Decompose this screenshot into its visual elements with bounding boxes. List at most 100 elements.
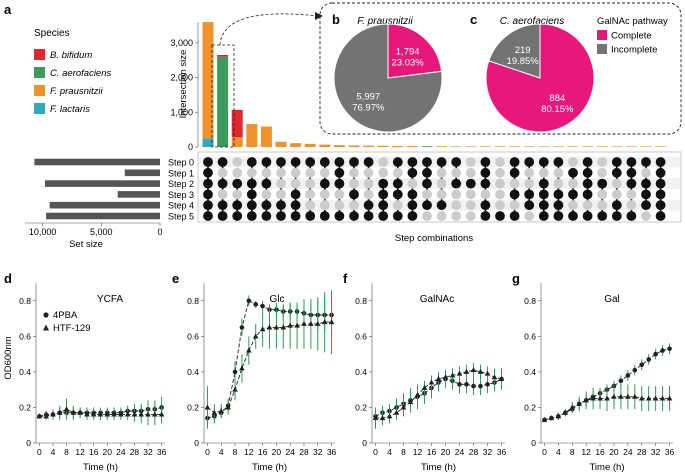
growth-title-0: YCFA [97, 294, 123, 305]
growth-title-1: Glc [270, 294, 285, 305]
set-bar-0 [34, 158, 160, 166]
gx-tick-label-3-0: 0 [542, 447, 547, 457]
intersection-size-label: Intersection size [178, 50, 189, 119]
matrix-dot-2-2 [232, 178, 243, 189]
gx-tick-label-0-4: 16 [89, 447, 99, 457]
growth-point-3-1-17 [659, 395, 666, 401]
matrix-dot-29-5 [626, 211, 637, 221]
legend-swatch-2 [34, 85, 45, 96]
pie-percent-0-0: 23.03% [392, 58, 425, 69]
matrix-dot-19-5 [480, 211, 491, 221]
panel-label-f: f [343, 271, 348, 286]
gx-tick-label-2-9: 36 [497, 447, 507, 457]
legend-label-2: F. prausnitzii [50, 86, 104, 97]
pie-title-0: F. prausnitzii [357, 16, 413, 27]
growth-point-0-1-3 [56, 409, 63, 415]
matrix-dot-16-5 [436, 211, 447, 221]
growth-point-3-0-12 [625, 373, 631, 378]
growth-point-3-1-2 [555, 413, 562, 419]
pie-callout-box [319, 2, 682, 135]
matrix-dot-20-1 [495, 167, 505, 178]
growth-point-3-0-17 [660, 348, 665, 353]
matrix-dot-7-5 [305, 211, 316, 221]
matrix-dot-13-2 [392, 178, 403, 189]
growth-point-3-1-16 [652, 395, 659, 401]
pathway-swatch-1 [597, 44, 607, 54]
matrix-dot-17-4 [451, 200, 462, 211]
matrix-dot-5-2 [276, 178, 286, 189]
gx-tick-label-2-1: 4 [387, 447, 392, 457]
growth-point-2-1-2 [386, 413, 393, 419]
matrix-dot-22-4 [524, 200, 535, 211]
matrix-dot-22-3 [524, 189, 535, 200]
growth-point-0-1-6 [77, 409, 83, 415]
matrix-dot-6-2 [290, 178, 301, 189]
gy-tick-label-1-2: 0.4 [187, 367, 199, 377]
matrix-dot-3-4 [246, 200, 257, 211]
gx-tick-label-0-1: 4 [51, 447, 56, 457]
set-bar-3 [117, 191, 160, 198]
growth-legend-label-0: 4PBA [53, 310, 78, 321]
gx-tick-label-3-7: 28 [637, 447, 647, 457]
growth-point-0-1-11 [111, 411, 117, 417]
growth-legend-marker-1 [43, 324, 49, 331]
matrix-dot-29-0 [626, 157, 637, 167]
growth-point-3-1-15 [645, 395, 652, 401]
matrix-dot-15-5 [422, 211, 432, 221]
matrix-dot-18-3 [465, 189, 476, 200]
set-x-tick-label-0: 0 [157, 227, 162, 237]
row-label-0: Step 0 [168, 158, 194, 168]
matrix-dot-25-1 [568, 167, 578, 178]
legend-label-1: C. aerofaciens [50, 68, 112, 79]
panel-label-b: b [332, 12, 340, 27]
growth-point-0-1-2 [50, 411, 56, 417]
matrix-dot-18-1 [465, 167, 476, 178]
matrix-dot-7-3 [305, 189, 316, 200]
pie-value-0-1: 5,997 [356, 91, 380, 102]
matrix-dot-10-5 [349, 211, 359, 221]
matrix-dot-12-0 [378, 157, 389, 167]
gx-tick-label-3-3: 12 [581, 447, 591, 457]
matrix-dot-23-2 [538, 178, 549, 189]
bar-17-fprausnitzii [450, 146, 462, 147]
matrix-dot-4-4 [261, 200, 272, 211]
panel-label-e: e [172, 271, 179, 286]
matrix-dot-11-4 [363, 200, 374, 211]
growth-point-1-1-2 [218, 408, 225, 413]
matrix-dot-15-4 [422, 200, 432, 211]
matrix-dot-9-5 [334, 211, 345, 221]
matrix-dot-0-3 [203, 189, 213, 200]
matrix-dot-9-1 [334, 167, 345, 178]
growth-point-2-1-8 [428, 379, 435, 385]
matrix-dot-16-2 [436, 178, 447, 189]
matrix-dot-23-1 [538, 167, 549, 178]
matrix-dot-19-3 [480, 189, 491, 200]
matrix-dot-12-4 [378, 200, 389, 211]
matrix-dot-14-5 [407, 211, 418, 221]
bar-1-bbifidum [217, 54, 229, 57]
growth-point-1-1-6 [246, 347, 252, 353]
matrix-dot-25-5 [568, 211, 578, 221]
matrix-dot-7-1 [305, 167, 316, 178]
matrix-dot-25-4 [568, 200, 578, 211]
matrix-dot-9-0 [334, 157, 345, 167]
gx-tick-label-2-7: 28 [469, 447, 479, 457]
matrix-dot-8-5 [319, 211, 330, 221]
gx-tick-label-1-8: 32 [313, 447, 323, 457]
gx-label-1: Time (h) [252, 462, 287, 473]
matrix-dot-25-0 [568, 157, 578, 167]
bar-13-fprausnitzii [392, 145, 404, 147]
growth-point-1-1-18 [328, 319, 335, 325]
bar-5-fprausnitzii [275, 141, 287, 147]
growth-point-1-0-4 [232, 369, 238, 375]
matrix-dot-1-3 [217, 189, 228, 200]
matrix-dot-8-0 [319, 157, 330, 167]
gx-tick-label-1-5: 20 [272, 447, 282, 457]
bar-24-fprausnitzii [552, 146, 564, 147]
row-label-3: Step 3 [168, 190, 194, 200]
gx-tick-label-2-3: 12 [413, 447, 423, 457]
growth-legend-label-1: HTF-129 [53, 323, 90, 334]
matrix-dot-5-3 [276, 189, 286, 200]
